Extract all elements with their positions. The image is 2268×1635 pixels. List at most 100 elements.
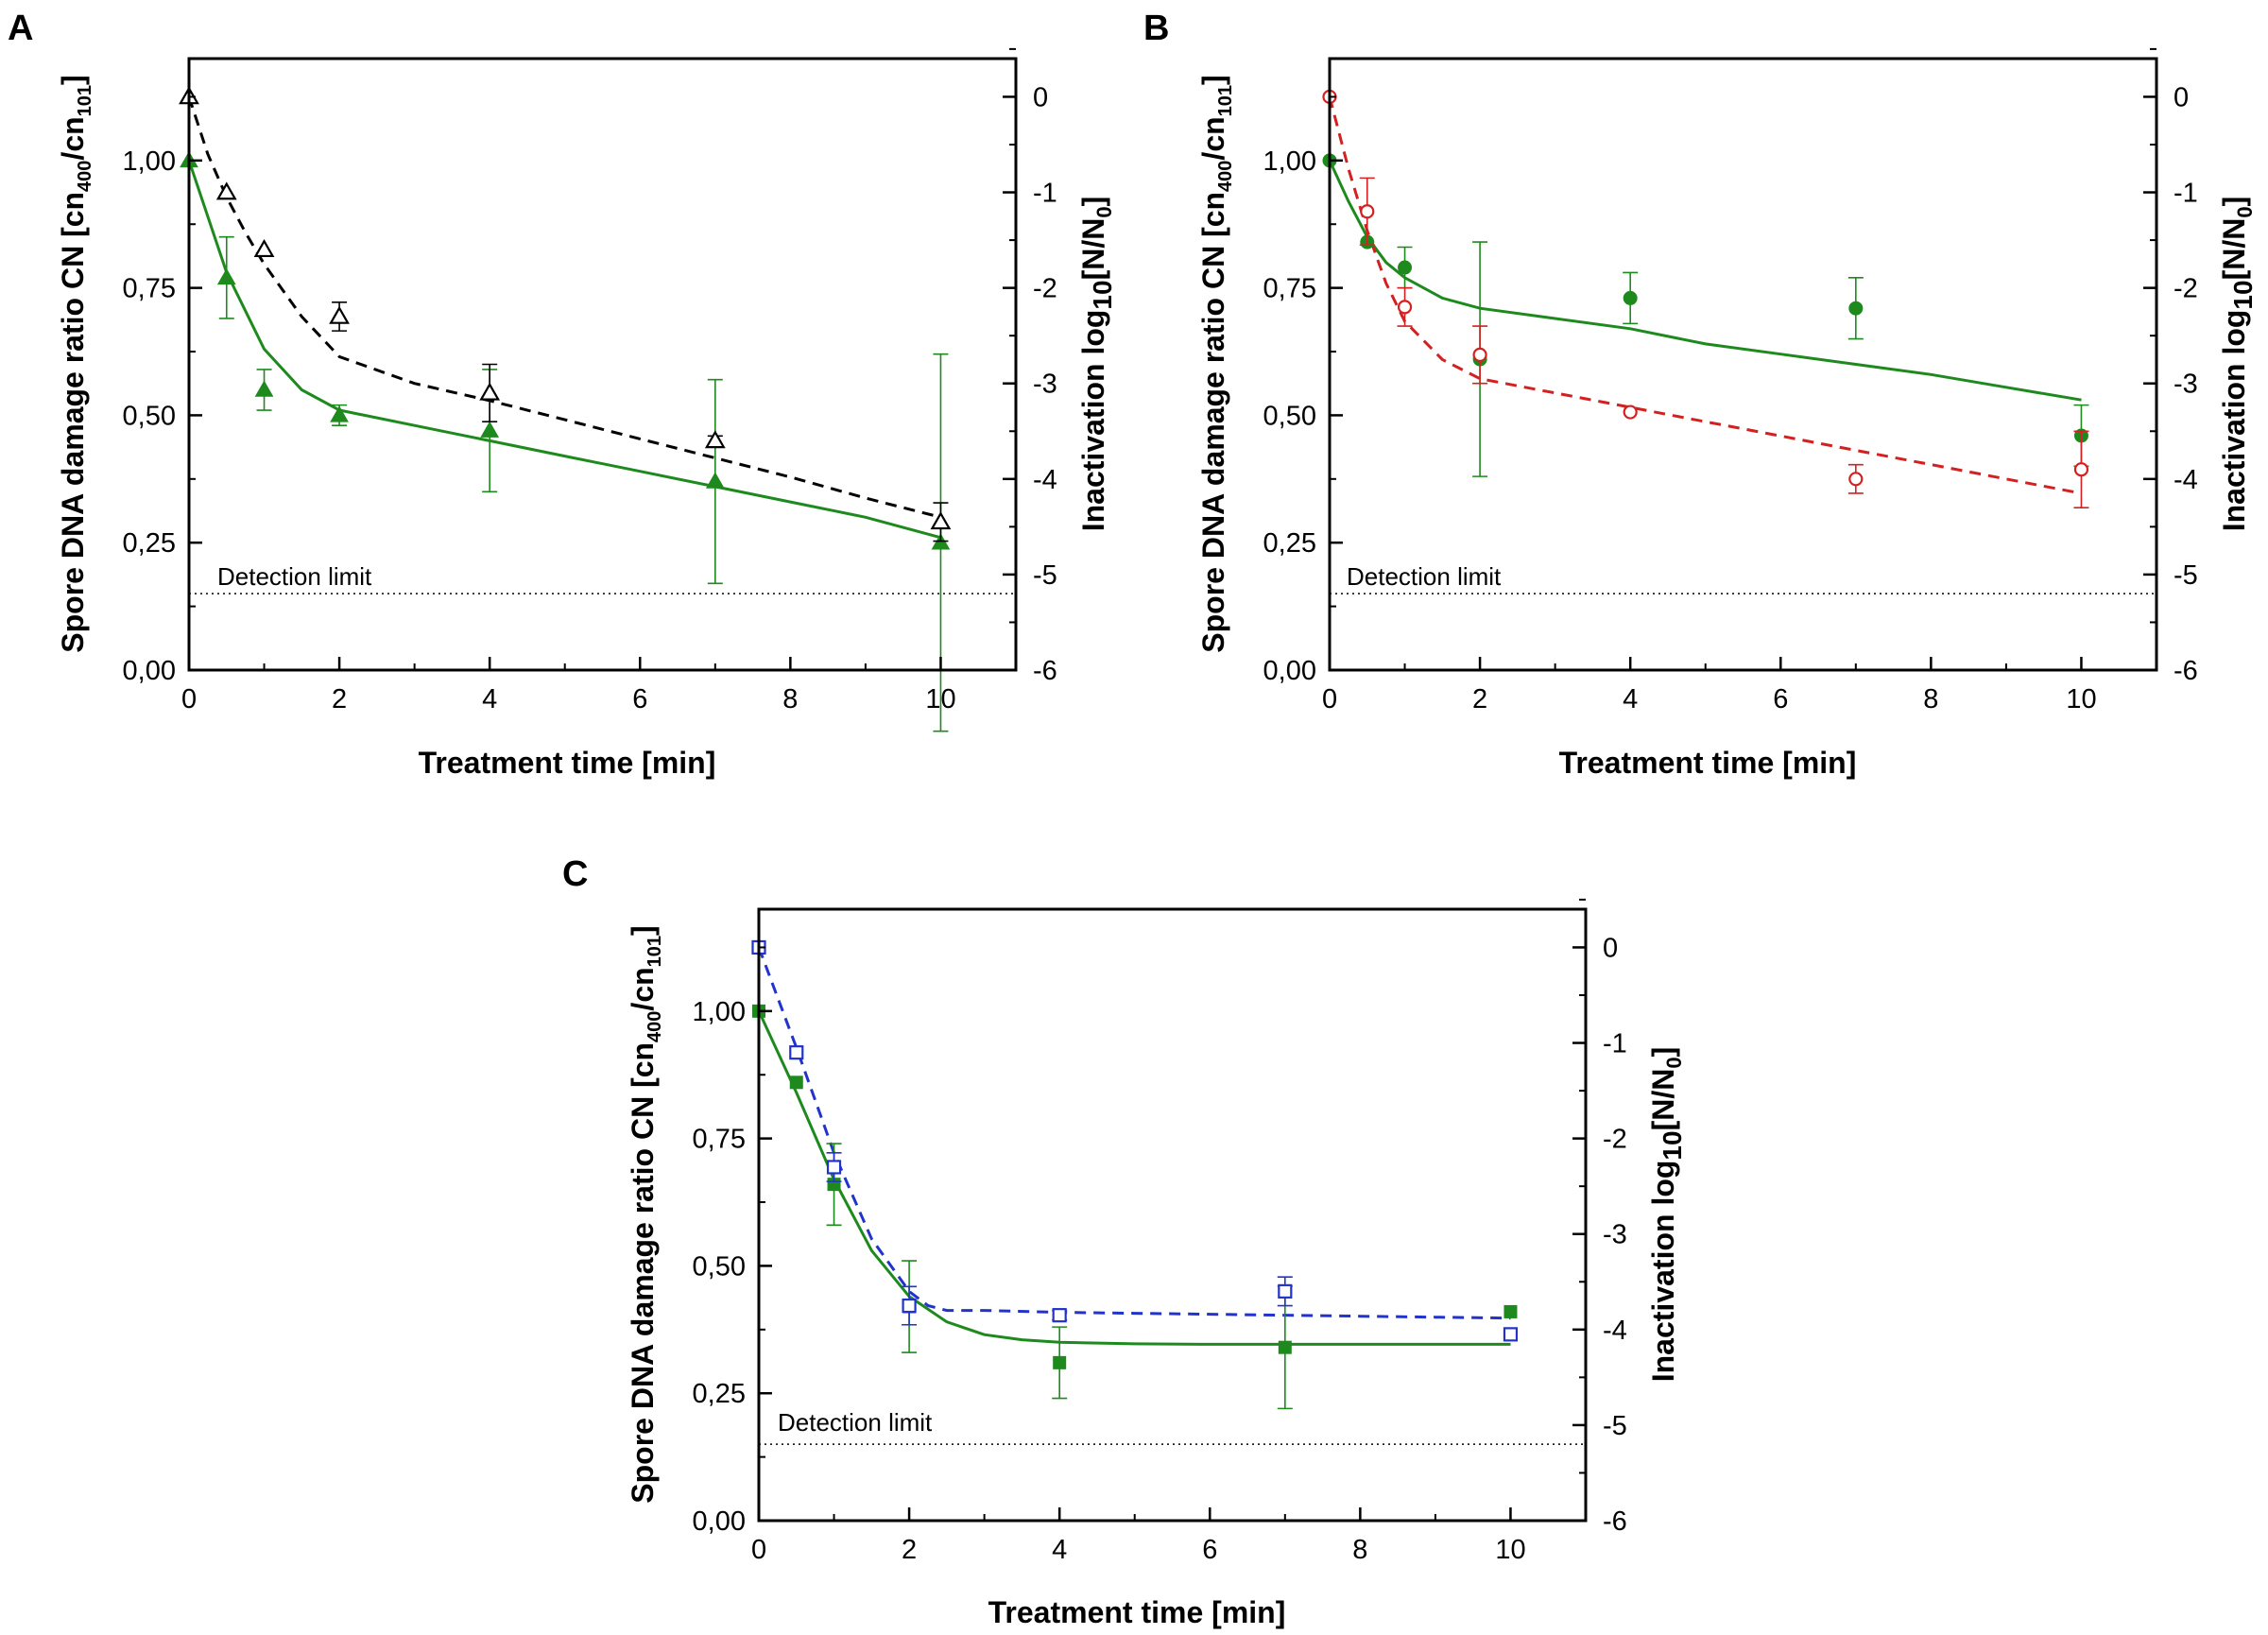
y-right-sub2: 0 <box>1092 206 1116 217</box>
y-left-sub2: 101 <box>75 85 95 116</box>
y-right-sub2: 0 <box>2233 206 2257 217</box>
panel-label: C <box>562 854 588 894</box>
data-point-square <box>789 1076 803 1090</box>
fit-curve-dashed <box>757 946 1511 1320</box>
x-tick-label: 8 <box>1352 1535 1367 1565</box>
y-left-main: Spore DNA damage ratio CN [cn <box>56 192 90 653</box>
y-right-close: ] <box>1646 1047 1680 1058</box>
x-tick-label: 6 <box>1202 1535 1217 1565</box>
y-left-main: Spore DNA damage ratio CN [cn <box>1196 192 1230 653</box>
data-point-triangle <box>330 405 349 422</box>
data-point-triangle <box>329 305 350 324</box>
data-point-triangle <box>253 238 275 258</box>
y-right-tick-label: -3 <box>1033 370 1057 400</box>
x-tick-label: 10 <box>2066 684 2096 714</box>
fit-curve-solid <box>757 1010 1511 1346</box>
y-axis-title-right: Inactivation log10[N/N0] <box>1076 197 1117 532</box>
x-axis-title: Treatment time [min] <box>988 1595 1286 1629</box>
y-axis-title-right: Inactivation log10[N/N0] <box>2217 197 2258 532</box>
y-left-tick-label: 0,00 <box>1263 656 1316 686</box>
plot-frame <box>187 57 1018 672</box>
chart-marks <box>179 86 1016 732</box>
y-right-tick-label: -6 <box>2174 656 2198 686</box>
panel-label: A <box>8 9 33 48</box>
data-point-triangle <box>215 181 237 200</box>
y-axis-title-left: Spore DNA damage ratio CN [cn400/cn101] <box>1196 75 1236 652</box>
y-right-tick-label: 0 <box>1033 82 1048 112</box>
y-left-tick-label: 0,25 <box>123 528 176 559</box>
data-point-square <box>1503 1327 1519 1342</box>
x-tick-label: 0 <box>1322 684 1337 714</box>
detection-limit-label: Detection limit <box>1347 562 1502 591</box>
y-right-tick-label: -2 <box>1033 274 1057 304</box>
x-axis-title: Treatment time [min] <box>1559 746 1857 780</box>
y-left-tick-label: 0,25 <box>693 1379 746 1409</box>
y-axis-title-left: Spore DNA damage ratio CN [cn400/cn101] <box>56 75 95 652</box>
data-point-square <box>1052 1308 1067 1323</box>
x-tick-label: 10 <box>1495 1535 1525 1565</box>
y-left-sub1: 400 <box>1215 161 1236 192</box>
data-point-square <box>902 1298 917 1314</box>
y-left-sub1: 400 <box>644 1011 665 1042</box>
y-right-tick-label: -1 <box>2174 179 2198 209</box>
y-right-tick-label: -5 <box>1603 1411 1627 1441</box>
data-point-square <box>1053 1355 1067 1369</box>
y-right-mid: [N/N <box>1646 1069 1680 1131</box>
y-right-mid: [N/N <box>2217 218 2251 281</box>
y-left-tick-label: 0,75 <box>693 1125 746 1155</box>
y-right-main: Inactivation log <box>2217 310 2251 532</box>
y-right-sub: 10 <box>1658 1130 1687 1160</box>
data-point-circle <box>1397 300 1413 315</box>
x-axis-title: Treatment time [min] <box>419 746 716 780</box>
fit-curve-solid <box>187 160 941 540</box>
y-right-close: ] <box>1076 197 1110 207</box>
data-point-square <box>789 1045 804 1060</box>
data-point-circle <box>1360 204 1375 219</box>
y-left-sub1: 400 <box>75 161 95 192</box>
y-left-mid: /cn <box>1196 116 1230 160</box>
y-right-sub: 10 <box>2228 280 2258 309</box>
y-right-main: Inactivation log <box>1646 1161 1680 1383</box>
fit-curve-solid <box>1328 160 2082 402</box>
data-point-triangle <box>480 421 500 438</box>
y-right-tick-label: -1 <box>1033 179 1057 209</box>
x-tick-label: 2 <box>1472 684 1487 714</box>
y-right-tick-label: -3 <box>2174 370 2198 400</box>
y-left-close: ] <box>1196 75 1230 85</box>
y-left-tick-label: 0,50 <box>693 1251 746 1282</box>
y-right-tick-label: -4 <box>2174 465 2198 495</box>
y-left-close: ] <box>56 75 90 85</box>
y-right-tick-label: 0 <box>2174 82 2189 112</box>
y-left-tick-label: 1,00 <box>693 997 746 1027</box>
data-point-circle <box>1398 260 1413 275</box>
plot-frame <box>1328 57 2158 672</box>
y-left-tick-label: 0,75 <box>1263 274 1316 304</box>
x-tick-label: 4 <box>1052 1535 1067 1565</box>
y-right-tick-label: -5 <box>2174 560 2198 591</box>
y-left-tick-label: 0,00 <box>693 1506 746 1537</box>
x-tick-label: 10 <box>925 684 955 714</box>
data-point-square <box>826 1160 842 1175</box>
y-right-tick-label: -2 <box>2174 274 2198 304</box>
x-tick-label: 2 <box>902 1535 917 1565</box>
x-tick-label: 8 <box>782 684 798 714</box>
chart-marks <box>1322 89 2156 594</box>
data-point-square <box>1278 1340 1292 1354</box>
data-point-square <box>1278 1283 1293 1299</box>
x-tick-label: 8 <box>1923 684 1938 714</box>
x-tick-label: 4 <box>1623 684 1638 714</box>
panel-c: C 0 2 4 6 8 10 0,00 0,25 0,50 0,75 1,00 0 -1 -2 -3 -4 -5… <box>562 854 1687 1629</box>
data-point-triangle <box>216 267 236 285</box>
y-right-tick-label: -3 <box>1603 1220 1627 1250</box>
axis-ticks: 0 2 4 6 8 10 0,00 0,25 0,50 0,75 1,00 0 -1 -2 -3 -4 -5 -6 <box>123 47 1057 714</box>
y-left-sub2: 101 <box>1215 85 1236 116</box>
y-right-close: ] <box>2217 197 2251 207</box>
data-point-circle <box>1848 301 1864 316</box>
data-point-circle <box>1472 347 1487 362</box>
detection-limit-label: Detection limit <box>217 562 372 591</box>
y-right-tick-label: -2 <box>1603 1125 1627 1155</box>
y-right-tick-label: -5 <box>1033 560 1057 591</box>
y-left-tick-label: 0,25 <box>1263 528 1316 559</box>
data-point-triangle <box>254 380 274 397</box>
